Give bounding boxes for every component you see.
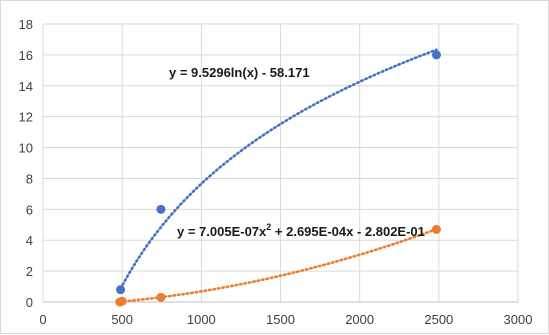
series-2-equation-rest: + 2.695E-04x - 2.802E-01 — [271, 224, 425, 239]
y-tick-label: 16 — [19, 48, 33, 63]
trendlines — [118, 48, 438, 304]
y-tick-label: 4 — [26, 233, 33, 248]
series-2-trendline-equation: y = 7.005E-07x2 + 2.695E-04x - 2.802E-01 — [177, 222, 425, 239]
x-tick-label: 3000 — [504, 312, 533, 327]
y-tick-label: 8 — [26, 171, 33, 186]
labels: y = 9.5296ln(x) - 58.171 y = 7.005E-07x2… — [169, 65, 425, 239]
y-tick-label: 14 — [19, 79, 33, 94]
x-tick-label: 0 — [39, 312, 46, 327]
y-tick-label: 0 — [26, 295, 33, 310]
y-tick-label: 18 — [19, 17, 33, 32]
data-points — [115, 50, 441, 307]
y-tick-label: 10 — [19, 141, 33, 156]
series-1-trendline-equation: y = 9.5296ln(x) - 58.171 — [169, 65, 310, 80]
y-tick-label: 2 — [26, 264, 33, 279]
series-1-point — [431, 50, 441, 60]
series-2-equation-superscript: 2 — [266, 222, 271, 232]
x-tick-label: 2000 — [345, 312, 374, 327]
grid — [42, 23, 519, 303]
series-2-point — [156, 292, 166, 302]
y-tick-label: 12 — [19, 110, 33, 125]
x-tick-label: 500 — [111, 312, 133, 327]
series-2-point — [117, 296, 127, 306]
series-2-point — [431, 224, 441, 234]
axes: 0 500 1000 1500 2000 2500 3000 0 2 4 6 8 10 12 14 16 18 — [19, 17, 533, 327]
x-tick-label: 1500 — [266, 312, 295, 327]
series-1-trendline — [119, 48, 438, 291]
series-1-point — [156, 204, 166, 214]
x-tick-label: 2500 — [424, 312, 453, 327]
series-1-point — [116, 285, 126, 295]
series-2-equation-main: y = 7.005E-07x — [177, 224, 267, 239]
x-tick-label: 1000 — [187, 312, 216, 327]
y-tick-label: 6 — [26, 202, 33, 217]
series-2-trendline — [118, 227, 438, 304]
